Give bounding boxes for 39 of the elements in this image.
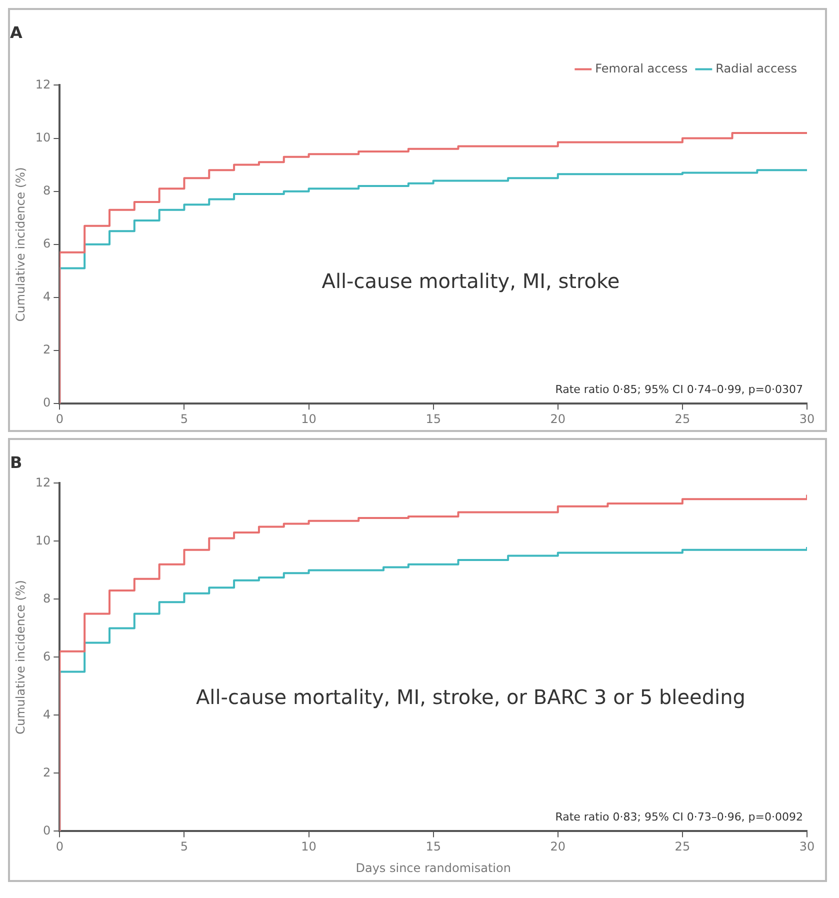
x-tick-label: 30	[799, 412, 815, 426]
y-tick-label: 6	[43, 649, 51, 664]
x-tick-label: 25	[674, 412, 690, 426]
x-tick-label: 15	[426, 412, 441, 426]
x-tick-label: 10	[301, 412, 316, 426]
y-tick-label: 8	[43, 591, 51, 606]
legend-label: Femoral access	[595, 61, 688, 76]
x-tick-label: 15	[426, 840, 441, 854]
x-tick-label: 0	[56, 840, 64, 854]
y-tick-label: 10	[35, 533, 51, 548]
y-tick-label: 12	[35, 77, 51, 92]
x-tick-label: 30	[799, 840, 815, 854]
y-tick-label: 10	[35, 130, 51, 144]
x-tick-label: 0	[56, 412, 64, 426]
y-tick-label: 12	[35, 475, 51, 490]
y-tick-label: 4	[43, 290, 51, 304]
annotation: Rate ratio 0·83; 95% CI 0·73–0·96, p=0·0092	[555, 810, 803, 824]
x-tick-label: 25	[674, 840, 690, 854]
y-tick-label: 2	[43, 342, 51, 357]
x-tick-label: 5	[180, 840, 188, 854]
y-tick-label: 6	[43, 236, 51, 251]
y-tick-label: 2	[43, 765, 51, 780]
chart-title: A	[10, 22, 23, 42]
legend-label: Radial access	[716, 61, 798, 76]
y-tick-label: 8	[43, 183, 51, 198]
annotation: Rate ratio 0·85; 95% CI 0·74–0·99, p=0·0307	[555, 382, 803, 396]
x-tick-label: 10	[301, 840, 316, 854]
y-tick-label: 0	[43, 396, 51, 410]
x-tick-label: 20	[550, 412, 566, 426]
x-tick-label: 20	[550, 840, 566, 854]
annotation: All-cause mortality, MI, stroke	[322, 268, 620, 293]
y-axis-title: Cumulative incidence (%)	[13, 580, 28, 734]
annotation: All-cause mortality, MI, stroke, or BARC 3 or 5 bleeding	[196, 685, 746, 710]
x-axis-title: Days since randomisation	[356, 860, 511, 875]
chart-title: B	[10, 452, 22, 472]
y-tick-label: 0	[43, 823, 51, 838]
y-tick-label: 4	[43, 707, 51, 722]
y-axis-title: Cumulative incidence (%)	[13, 167, 28, 322]
x-tick-label: 5	[180, 412, 188, 426]
